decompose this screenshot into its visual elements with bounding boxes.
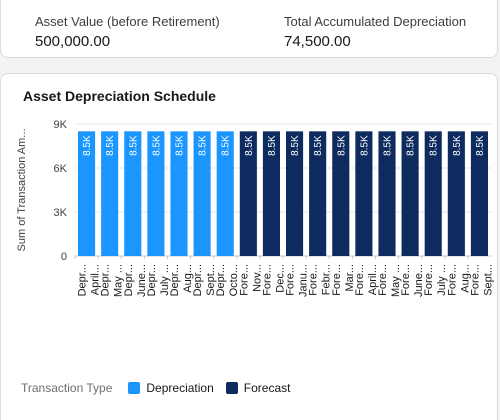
bar-value-label: 8.5K [198, 135, 209, 156]
x-tick-label-type: Fore... [423, 264, 435, 296]
bar-value-label: 8.5K [406, 135, 417, 156]
x-tick-label-month: April... [367, 264, 379, 295]
x-tick-label-month: June... [413, 264, 425, 297]
chart-legend: Transaction Type Depreciation Forecast [21, 381, 302, 395]
bar [309, 131, 327, 256]
bar [239, 131, 257, 256]
x-tick-label-type: Depr... [123, 264, 135, 296]
y-tick-label: 3K [54, 207, 68, 219]
x-tick-label-month: July ... [159, 264, 171, 296]
bar-value-label: 8.5K [175, 135, 186, 156]
bar [332, 131, 350, 256]
bar-value-label: 8.5K [429, 135, 440, 156]
x-tick-label-month: Aug... [182, 264, 194, 293]
x-tick-label-month: Sept... [205, 264, 217, 296]
x-tick-label-month: June... [136, 264, 148, 297]
bar-value-label: 8.5K [383, 135, 394, 156]
bar [216, 131, 234, 256]
y-axis-title: Sum of Transaction Am... [16, 129, 28, 252]
bar-value-label: 8.5K [267, 135, 278, 156]
x-tick-label-type: Depr... [192, 264, 204, 296]
x-tick-label-type: Fore... [354, 264, 366, 296]
bar-value-label: 8.5K [452, 135, 463, 156]
x-tick-label-month: Mar... [344, 264, 356, 292]
bar [147, 131, 165, 256]
bar-value-label: 8.5K [244, 135, 255, 156]
bar [424, 131, 442, 256]
bar-value-label: 8.5K [221, 135, 232, 156]
bar-value-label: 8.5K [151, 135, 162, 156]
accumulated-depreciation-label: Total Accumulated Depreciation [284, 14, 467, 29]
x-tick-label-month: May ... [113, 264, 125, 297]
bar [170, 131, 188, 256]
x-tick-label-type: Depr... [169, 264, 181, 296]
bar [193, 131, 211, 256]
chart-title: Asset Depreciation Schedule [23, 88, 216, 104]
bar [101, 131, 119, 256]
legend-item-depreciation[interactable]: Depreciation [128, 381, 214, 395]
legend-label-forecast: Forecast [243, 381, 291, 395]
x-tick-label-month: May ... [390, 264, 402, 297]
legend-swatch-depreciation [128, 382, 141, 394]
kpi-card: Asset Value (before Retirement) 500,000.… [0, 0, 498, 58]
asset-value-kpi[interactable]: Asset Value (before Retirement) 500,000.… [35, 14, 220, 50]
bar [286, 131, 304, 256]
bar-value-label: 8.5K [359, 135, 370, 156]
chart-card: Asset Depreciation Schedule 0 3K 6K 9K Sum o… [0, 73, 498, 420]
bar-value-label: 8.5K [82, 135, 93, 156]
bar [447, 131, 465, 256]
x-tick-label-type: Fore... [308, 264, 320, 296]
depreciation-bar-chart: 0 3K 6K 9K Sum of Transaction Am... 8.5K Depr.… [16, 119, 494, 297]
asset-value-amount: 500,000.00 [35, 33, 111, 50]
x-tick-label-type: Fore... [261, 264, 273, 296]
bar-value-label: 8.5K [105, 135, 116, 156]
x-tick-label-type: Fore... [400, 264, 412, 296]
bar [78, 131, 96, 256]
legend-label-depreciation: Depreciation [146, 381, 214, 395]
x-tick-label-type: Fore... [377, 264, 389, 296]
bar [124, 131, 142, 256]
x-tick-label-type: Fore... [285, 264, 297, 296]
x-tick-label-month: Febr... [321, 264, 333, 295]
x-tick-label-month: Dec... [274, 264, 286, 293]
x-tick-label-month: Aug... [459, 264, 471, 293]
x-tick-label-type: Fore... [469, 264, 481, 296]
x-tick-label-type: Depr... [100, 264, 112, 296]
x-tick-label-type: Fore... [446, 264, 458, 296]
legend-swatch-forecast [225, 382, 238, 394]
legend-title: Transaction Type [21, 381, 113, 395]
bar-value-label: 8.5K [128, 135, 139, 156]
x-tick-label-type: Fore... [238, 264, 250, 296]
y-tick-label: 9K [54, 119, 68, 131]
bar [470, 131, 488, 256]
accumulated-depreciation-kpi[interactable]: Total Accumulated Depreciation 74,500.00 [284, 14, 466, 50]
x-tick-label-type: Fore... [331, 264, 343, 296]
y-tick-label: 0 [61, 251, 67, 263]
asset-value-label: Asset Value (before Retirement) [35, 14, 220, 29]
x-tick-label-month: July ... [436, 264, 448, 296]
bar-value-label: 8.5K [313, 135, 324, 156]
x-tick-label-month: Nov... [251, 264, 263, 292]
x-tick-label-type: Depr... [77, 264, 89, 296]
accumulated-depreciation-amount: 74,500.00 [284, 33, 351, 50]
x-tick-label-type: Depr... [146, 264, 158, 296]
x-tick-label-month: Sept... [482, 264, 494, 296]
bar-value-label: 8.5K [290, 135, 301, 156]
bar [262, 131, 280, 256]
x-tick-label-month: April... [90, 264, 102, 295]
x-tick-label-month: Janu... [298, 264, 310, 297]
bar [378, 131, 396, 256]
x-tick-label-month: Octo... [228, 264, 240, 296]
bar-value-label: 8.5K [475, 135, 486, 156]
x-tick-label-type: Depr... [215, 264, 227, 296]
bar [401, 131, 419, 256]
bar-value-label: 8.5K [336, 135, 347, 156]
bar [355, 131, 373, 256]
legend-item-forecast[interactable]: Forecast [225, 381, 291, 395]
y-tick-label: 6K [54, 163, 68, 175]
